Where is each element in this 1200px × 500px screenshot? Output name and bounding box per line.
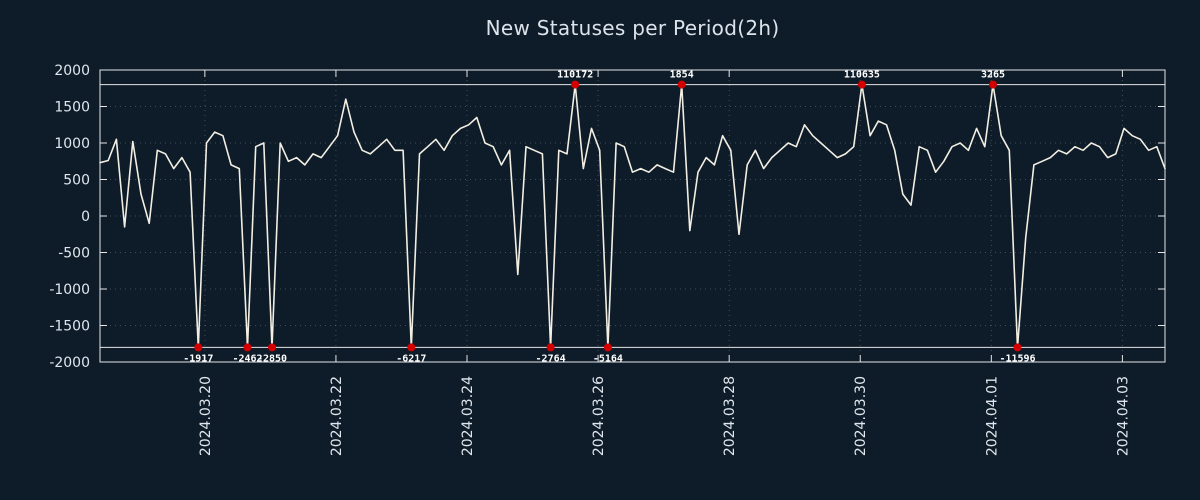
svg-text:-1500: -1500 <box>49 319 90 335</box>
svg-text:2024.03.28: 2024.03.28 <box>722 376 738 456</box>
svg-text:2024.03.30: 2024.03.30 <box>853 376 869 456</box>
svg-text:500: 500 <box>63 173 90 189</box>
svg-text:2024.03.26: 2024.03.26 <box>591 376 607 456</box>
svg-text:1500: 1500 <box>54 100 90 116</box>
svg-text:2024.04.03: 2024.04.03 <box>1115 376 1131 456</box>
svg-text:2024.03.20: 2024.03.20 <box>198 376 214 456</box>
svg-text:2000: 2000 <box>54 63 90 79</box>
svg-text:-5164: -5164 <box>593 353 623 364</box>
svg-text:1000: 1000 <box>54 136 90 152</box>
svg-text:1854: 1854 <box>670 70 694 81</box>
svg-text:-2850: -2850 <box>257 353 287 364</box>
svg-text:0: 0 <box>81 209 90 225</box>
svg-text:-500: -500 <box>58 246 90 262</box>
svg-text:2024.03.24: 2024.03.24 <box>460 376 476 456</box>
svg-text:-1917: -1917 <box>183 353 213 364</box>
svg-text:2024.04.01: 2024.04.01 <box>984 376 1000 456</box>
svg-text:110635: 110635 <box>844 70 880 81</box>
chart-title: New Statuses per Period(2h) <box>485 16 780 40</box>
svg-text:-1000: -1000 <box>49 282 90 298</box>
svg-text:-2764: -2764 <box>536 353 566 364</box>
svg-text:2024.03.22: 2024.03.22 <box>329 376 345 456</box>
svg-text:3265: 3265 <box>981 70 1005 81</box>
svg-text:-6217: -6217 <box>396 353 426 364</box>
svg-text:-11596: -11596 <box>999 353 1035 364</box>
svg-text:-2000: -2000 <box>49 355 90 371</box>
svg-text:-2462: -2462 <box>232 353 262 364</box>
svg-text:110172: 110172 <box>557 70 593 81</box>
